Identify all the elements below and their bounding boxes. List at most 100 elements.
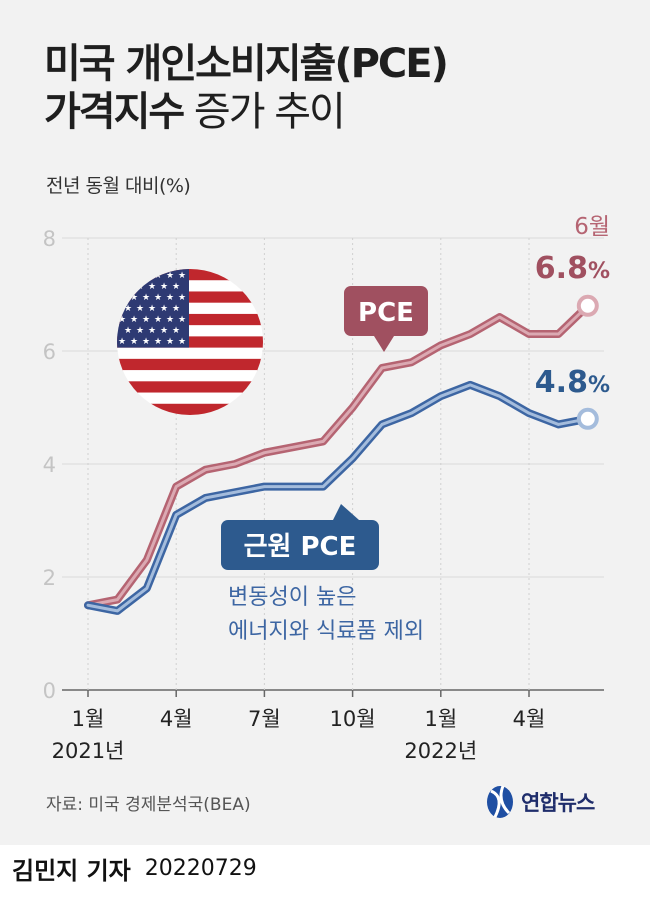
flag-stripe <box>117 325 263 337</box>
credit-footer: 김민지 기자 20220729 <box>12 848 642 888</box>
y-tick-label: 8 <box>43 227 56 251</box>
flag-star: ★ <box>148 304 156 314</box>
flag-star: ★ <box>178 293 186 303</box>
flag-star: ★ <box>178 315 186 325</box>
flag-star: ★ <box>130 337 138 347</box>
chart-title: 미국 개인소비지출(PCE) 가격지수 증가 추이 <box>44 40 624 136</box>
unit-subtitle: 전년 동월 대비(%) <box>46 175 191 197</box>
flag-star: ★ <box>178 337 186 347</box>
series-highlight <box>86 383 590 613</box>
title-light: 증가 추이 <box>183 89 346 135</box>
core-callout-pointer <box>333 504 359 520</box>
pce-end-period: 6월 <box>574 214 610 240</box>
flag-star: ★ <box>130 271 138 281</box>
pce-callout-box <box>344 286 428 336</box>
flag-star: ★ <box>142 315 150 325</box>
flag-star: ★ <box>136 326 144 336</box>
flag-star: ★ <box>160 304 168 314</box>
flag-star: ★ <box>124 326 132 336</box>
flag-star: ★ <box>118 337 126 347</box>
flag-stripe <box>117 313 263 326</box>
infographic-card: 미국 개인소비지출(PCE) 가격지수 증가 추이 전년 동월 대비(%) ★ ★… <box>0 0 650 845</box>
us-flag-icon: ★ ★ ★ ★ ★ ★★ ★ ★ ★ ★★ ★ ★ ★ ★ ★★ ★ ★ ★ ★★ ★ ★ ★ ★ ★★ ★ ★ ★ ★★ ★ ★ ★ ★ ★ <box>117 269 263 415</box>
end-marker <box>576 407 599 430</box>
x-year-label: 2021년 <box>52 739 125 763</box>
x-tick-label: 1월 <box>72 707 105 731</box>
flag-star: ★ <box>172 304 180 314</box>
core-end-number: 4.8 <box>535 365 588 400</box>
flag-stripe <box>117 302 263 315</box>
pce-callout-pointer <box>374 336 394 352</box>
flag-star: ★ <box>124 304 132 314</box>
title-line1: 미국 개인소비지출(PCE) <box>44 41 449 87</box>
core-pce-note: 에너지와 식료품 제외 <box>228 619 424 644</box>
x-tick-label: 4월 <box>160 707 193 731</box>
x-tick-label: 1월 <box>424 707 457 731</box>
flag-star: ★ <box>118 315 126 325</box>
flag-stripe <box>117 347 263 360</box>
flag-star: ★ <box>142 293 150 303</box>
flag-star: ★ <box>118 293 126 303</box>
x-year-label: 2022년 <box>404 739 477 763</box>
flag-star: ★ <box>154 315 162 325</box>
flag-star: ★ <box>160 326 168 336</box>
line-chart: ★ ★ ★ ★ ★ ★★ ★ ★ ★ ★★ ★ ★ ★ ★ ★★ ★ ★ ★ ★★ ★ ★ ★ ★ ★★ ★ ★ ★ ★★ ★ ★ ★ ★ ★ … <box>43 214 610 763</box>
flag-star: ★ <box>178 271 186 281</box>
x-tick-label: 7월 <box>248 707 281 731</box>
flag-star: ★ <box>154 293 162 303</box>
flag-star: ★ <box>124 282 132 292</box>
flag-star: ★ <box>172 326 180 336</box>
core-pce-end-value: 4.8% <box>535 365 610 400</box>
series-highlight <box>86 304 590 607</box>
flag-star: ★ <box>118 271 126 281</box>
y-tick-label: 4 <box>43 453 56 477</box>
flag-star: ★ <box>172 282 180 292</box>
flag-star: ★ <box>136 282 144 292</box>
core-pce-legend-label: 근원 PCE <box>244 532 357 562</box>
flag-stripe <box>117 291 263 304</box>
flag-star: ★ <box>166 271 174 281</box>
author: 김민지 기자 <box>12 856 131 885</box>
flag-star: ★ <box>154 337 162 347</box>
flag-body: ★ ★ ★ ★ ★ ★★ ★ ★ ★ ★★ ★ ★ ★ ★ ★★ ★ ★ ★ ★★ ★ ★ ★ ★ ★★ ★ ★ ★ ★★ ★ ★ ★ ★ ★ <box>117 269 263 415</box>
flag-stripe <box>117 280 263 292</box>
flag-star: ★ <box>154 271 162 281</box>
flag-star: ★ <box>136 304 144 314</box>
flag-star: ★ <box>130 293 138 303</box>
y-tick-label: 0 <box>43 679 56 703</box>
pce-end-number: 6.8 <box>535 251 588 286</box>
core-callout-box <box>221 520 379 570</box>
core-pce-note: 변동성이 높은 <box>228 585 356 610</box>
source-note: 자료: 미국 경제분석국(BEA) <box>46 795 251 815</box>
flag-stripe <box>117 403 263 415</box>
pce-end-value: 6.8% <box>535 251 610 286</box>
flag-star: ★ <box>142 271 150 281</box>
pce-legend-label: PCE <box>358 298 414 328</box>
flag-star: ★ <box>160 282 168 292</box>
flag-star: ★ <box>166 293 174 303</box>
core-end-unit: % <box>588 373 610 398</box>
logo-text: 연합뉴스 <box>521 791 595 815</box>
flag-star: ★ <box>166 315 174 325</box>
flag-stripe <box>117 370 263 382</box>
flag-stripe <box>117 392 263 405</box>
flag-star: ★ <box>130 315 138 325</box>
flag-stripe <box>117 381 263 394</box>
yonhap-logo: 연합뉴스 <box>483 783 595 821</box>
flag-stripe <box>117 336 263 349</box>
flag-stripe <box>117 358 263 371</box>
pce-end-unit: % <box>588 259 610 284</box>
x-tick-label: 4월 <box>513 707 546 731</box>
globe-logo-icon <box>487 785 513 818</box>
title-bold: 가격지수 <box>44 89 185 135</box>
flag-star: ★ <box>148 282 156 292</box>
publish-date: 20220729 <box>144 855 257 881</box>
y-tick-label: 6 <box>43 340 56 364</box>
flag-star: ★ <box>142 337 150 347</box>
flag-star: ★ <box>148 326 156 336</box>
flag-star: ★ <box>166 337 174 347</box>
flag-stripe <box>117 269 263 281</box>
y-tick-label: 2 <box>43 566 56 590</box>
end-marker <box>576 294 599 317</box>
x-tick-label: 10월 <box>330 707 376 731</box>
